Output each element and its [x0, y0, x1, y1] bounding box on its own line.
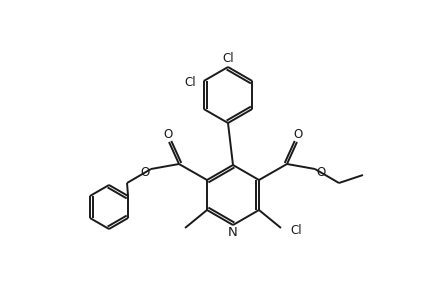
Text: O: O [140, 166, 150, 179]
Text: O: O [163, 129, 173, 142]
Text: Cl: Cl [222, 52, 234, 65]
Text: O: O [316, 166, 326, 179]
Text: Cl: Cl [290, 224, 301, 237]
Text: O: O [293, 129, 303, 142]
Text: Cl: Cl [184, 76, 195, 89]
Text: N: N [228, 226, 238, 239]
